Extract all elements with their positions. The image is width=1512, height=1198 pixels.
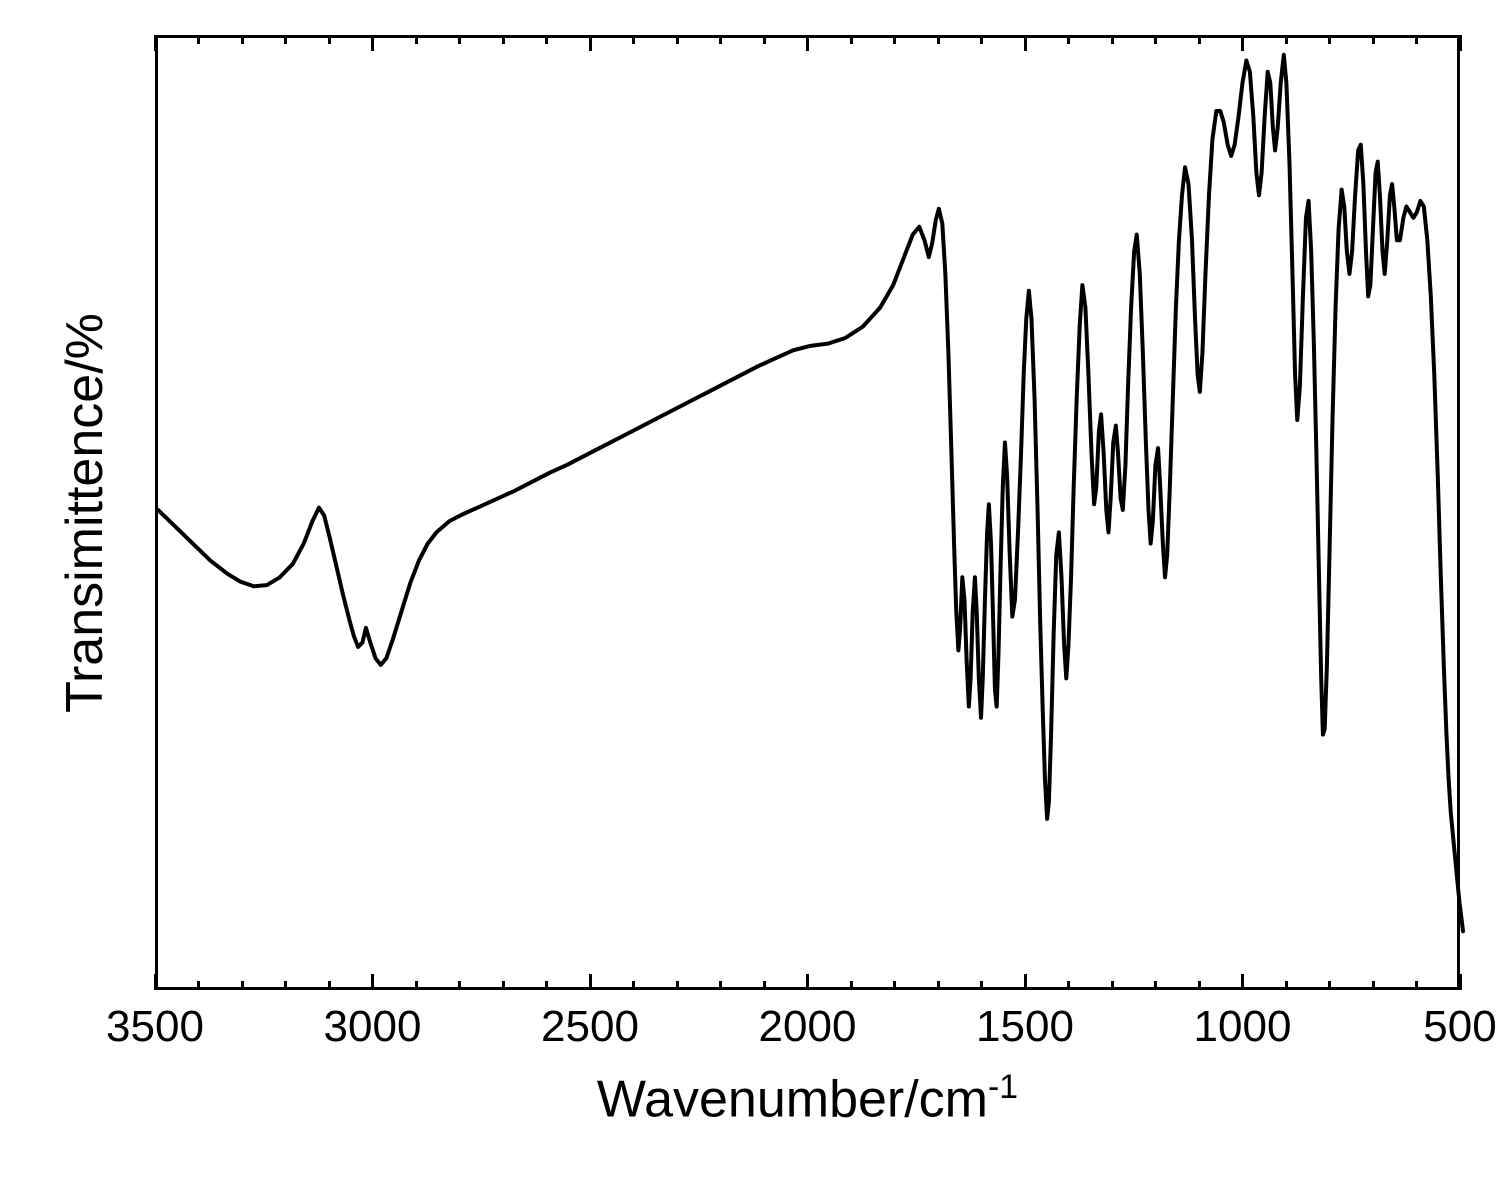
- x-minor-tick: [632, 981, 635, 990]
- x-minor-tick-top: [1154, 35, 1157, 44]
- x-minor-tick: [1067, 981, 1070, 990]
- x-minor-tick: [284, 981, 287, 990]
- x-minor-tick-top: [719, 35, 722, 44]
- x-minor-tick: [197, 981, 200, 990]
- x-tick-label: 2500: [541, 1002, 639, 1052]
- x-minor-tick: [1111, 981, 1114, 990]
- x-major-tick-top: [1241, 35, 1244, 51]
- x-major-tick: [1459, 974, 1462, 990]
- x-minor-tick: [763, 981, 766, 990]
- x-major-tick-top: [589, 35, 592, 51]
- x-major-tick-top: [1024, 35, 1027, 51]
- x-tick-label: 500: [1423, 1002, 1496, 1052]
- x-major-tick-top: [371, 35, 374, 51]
- x-minor-tick-top: [1111, 35, 1114, 44]
- x-tick-label: 1000: [1194, 1002, 1292, 1052]
- x-minor-tick: [1285, 981, 1288, 990]
- x-minor-tick-top: [241, 35, 244, 44]
- x-minor-tick-top: [1328, 35, 1331, 44]
- x-minor-tick: [458, 981, 461, 990]
- x-tick-label: 2000: [759, 1002, 857, 1052]
- x-minor-tick: [676, 981, 679, 990]
- x-minor-tick-top: [937, 35, 940, 44]
- ir-spectrum-figure: 3500 3000 2500 2000 1500 1000 500 Wavenumber/c…: [0, 0, 1512, 1198]
- x-major-tick: [371, 974, 374, 990]
- x-axis-label-text: Wavenumber/cm: [597, 1070, 988, 1128]
- x-minor-tick-top: [197, 35, 200, 44]
- x-minor-tick: [980, 981, 983, 990]
- x-minor-tick: [937, 981, 940, 990]
- x-major-tick-top: [1459, 35, 1462, 51]
- x-minor-tick-top: [1285, 35, 1288, 44]
- x-minor-tick: [1372, 981, 1375, 990]
- x-minor-tick: [328, 981, 331, 990]
- x-minor-tick-top: [1067, 35, 1070, 44]
- x-minor-tick-top: [676, 35, 679, 44]
- x-tick-label: 3000: [324, 1002, 422, 1052]
- x-minor-tick-top: [980, 35, 983, 44]
- x-minor-tick-top: [893, 35, 896, 44]
- x-minor-tick-top: [1415, 35, 1418, 44]
- x-major-tick-top: [806, 35, 809, 51]
- x-major-tick: [1024, 974, 1027, 990]
- x-minor-tick: [719, 981, 722, 990]
- x-minor-tick-top: [1198, 35, 1201, 44]
- x-minor-tick-top: [850, 35, 853, 44]
- x-tick-label: 3500: [106, 1002, 204, 1052]
- x-minor-tick: [545, 981, 548, 990]
- x-minor-tick: [893, 981, 896, 990]
- plot-frame: [155, 35, 1460, 990]
- x-minor-tick: [1415, 981, 1418, 990]
- y-axis-label: Transimittence/%: [55, 313, 115, 713]
- x-minor-tick-top: [502, 35, 505, 44]
- plot-canvas: [158, 38, 1463, 993]
- x-minor-tick: [1198, 981, 1201, 990]
- x-minor-tick-top: [415, 35, 418, 44]
- x-minor-tick-top: [1372, 35, 1375, 44]
- x-minor-tick: [1154, 981, 1157, 990]
- x-minor-tick: [415, 981, 418, 990]
- spectrum-line: [158, 55, 1463, 931]
- x-minor-tick-top: [328, 35, 331, 44]
- x-axis-label-superscript: -1: [988, 1068, 1018, 1106]
- x-minor-tick: [1328, 981, 1331, 990]
- x-minor-tick-top: [632, 35, 635, 44]
- x-axis-label: Wavenumber/cm-1: [597, 1068, 1018, 1129]
- x-minor-tick-top: [284, 35, 287, 44]
- x-major-tick: [1241, 974, 1244, 990]
- x-minor-tick: [241, 981, 244, 990]
- x-major-tick: [589, 974, 592, 990]
- x-major-tick: [806, 974, 809, 990]
- x-minor-tick: [502, 981, 505, 990]
- x-minor-tick: [850, 981, 853, 990]
- x-tick-label: 1500: [976, 1002, 1074, 1052]
- x-major-tick-top: [154, 35, 157, 51]
- x-minor-tick-top: [458, 35, 461, 44]
- x-minor-tick-top: [763, 35, 766, 44]
- x-minor-tick-top: [545, 35, 548, 44]
- x-major-tick: [154, 974, 157, 990]
